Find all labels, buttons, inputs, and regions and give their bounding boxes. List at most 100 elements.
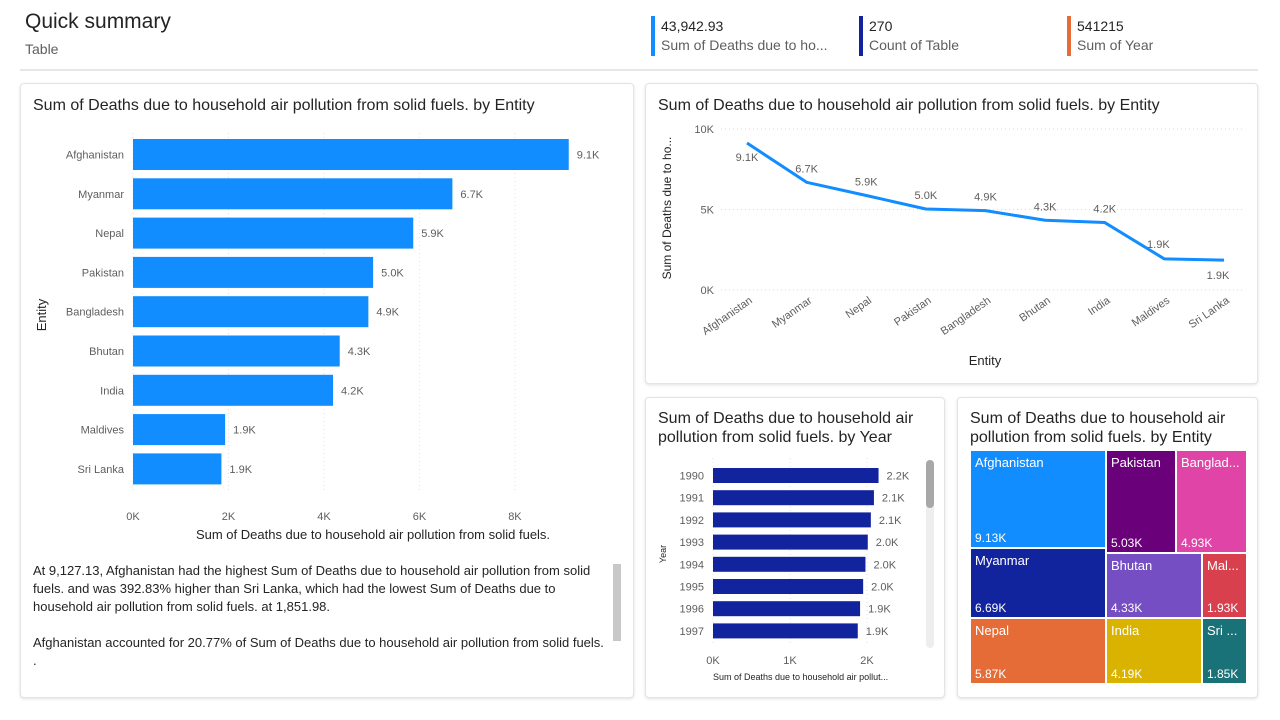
chart-title: Sum of Deaths due to household air pollu… bbox=[658, 97, 1160, 114]
bar[interactable] bbox=[133, 374, 334, 406]
data-label: 4.3K bbox=[348, 346, 371, 358]
data-label: 2.0K bbox=[871, 582, 894, 594]
narrative-paragraph: Afghanistan accounted for 20.77% of Sum … bbox=[33, 635, 604, 650]
treemap-cell-value: 4.19K bbox=[1111, 667, 1143, 681]
y-tick-label: India bbox=[100, 385, 125, 397]
treemap-cell-label: Pakistan bbox=[1111, 455, 1161, 470]
card-bar-by-year[interactable]: Sum of Deaths due to household air pollu… bbox=[645, 397, 945, 698]
treemap-cell[interactable]: Nepal 5.87K bbox=[970, 618, 1106, 684]
data-label: 2.1K bbox=[879, 515, 902, 527]
card-bar-by-entity[interactable]: Sum of Deaths due to household air pollu… bbox=[20, 83, 634, 698]
kpi-value: 270 bbox=[869, 18, 893, 34]
treemap-cell-label: Mal... bbox=[1207, 558, 1239, 573]
x-axis-title: Sum of Deaths due to household air pollu… bbox=[196, 527, 550, 542]
bar[interactable] bbox=[713, 512, 871, 528]
treemap-cell[interactable]: Afghanistan 9.13K bbox=[970, 450, 1106, 548]
chart-title: Sum of Deaths due to household air pollu… bbox=[970, 410, 1226, 446]
bar[interactable] bbox=[133, 178, 453, 210]
card-treemap-by-entity[interactable]: Sum of Deaths due to household air pollu… bbox=[957, 397, 1258, 698]
y-tick-label: 1991 bbox=[680, 493, 704, 505]
y-tick-label: Bhutan bbox=[89, 346, 124, 358]
x-tick-label: 2K bbox=[222, 511, 236, 523]
report-header: Quick summary Table 43,942.93 Sum of Dea… bbox=[0, 0, 1280, 71]
bar[interactable] bbox=[713, 623, 858, 639]
kpi-count-table[interactable]: 270 Count of Table bbox=[859, 16, 959, 56]
treemap-cell-label: Banglad... bbox=[1181, 455, 1240, 470]
treemap[interactable]: Afghanistan 9.13K Myanmar 6.69K Nepal 5.87K Pa… bbox=[970, 450, 1247, 684]
y-tick-label: 1992 bbox=[680, 515, 704, 527]
bar[interactable] bbox=[133, 296, 369, 328]
treemap-cell[interactable]: Banglad... 4.93K bbox=[1176, 450, 1247, 553]
treemap-cell[interactable]: India 4.19K bbox=[1106, 618, 1202, 684]
card-line-by-entity[interactable]: Sum of Deaths due to household air pollu… bbox=[645, 83, 1258, 384]
page-subtitle: Table bbox=[25, 41, 59, 57]
y-tick-label: Myanmar bbox=[78, 189, 124, 201]
treemap-cell-value: 5.03K bbox=[1111, 536, 1143, 550]
bar[interactable] bbox=[133, 335, 340, 367]
kpi-value: 43,942.93 bbox=[661, 18, 724, 34]
chart-scrollbar-thumb[interactable] bbox=[926, 460, 934, 508]
kpi-sum-year[interactable]: 541215 Sum of Year bbox=[1067, 16, 1153, 56]
bar[interactable] bbox=[713, 534, 868, 550]
bar[interactable] bbox=[713, 579, 864, 594]
bar[interactable] bbox=[133, 217, 414, 249]
treemap-cell-value: 5.87K bbox=[975, 667, 1007, 681]
line-chart-entity[interactable]: 0K 5K 10K 9.1K Afghanistan 6.7K Myanmar 5.9K Nep… bbox=[646, 84, 1257, 383]
data-label: 6.7K bbox=[460, 189, 483, 201]
data-label: 5.9K bbox=[421, 228, 444, 240]
bar[interactable] bbox=[713, 468, 879, 483]
data-label: 4.2K bbox=[1093, 204, 1116, 216]
data-label: 5.0K bbox=[381, 267, 404, 279]
treemap-cell[interactable]: Bhutan 4.33K bbox=[1106, 553, 1202, 618]
x-tick-label: 8K bbox=[508, 511, 522, 523]
y-tick-label: 1997 bbox=[680, 626, 704, 638]
treemap-cell[interactable]: Myanmar 6.69K bbox=[970, 548, 1106, 618]
treemap-cell-label: Nepal bbox=[975, 623, 1009, 638]
x-tick-label: Maldives bbox=[1130, 294, 1173, 329]
treemap-cell[interactable]: Pakistan 5.03K bbox=[1106, 450, 1176, 553]
bar[interactable] bbox=[133, 139, 569, 170]
treemap-cell-label: Sri ... bbox=[1207, 623, 1238, 638]
y-tick-label: Pakistan bbox=[82, 267, 124, 279]
treemap-cell-label: Bhutan bbox=[1111, 558, 1153, 573]
x-axis-title: Sum of Deaths due to household air pollu… bbox=[713, 672, 888, 682]
bar[interactable] bbox=[713, 556, 866, 572]
y-tick-label: Bangladesh bbox=[66, 307, 124, 319]
x-tick-label: 4K bbox=[317, 511, 331, 523]
x-tick-label: Nepal bbox=[844, 295, 874, 321]
y-axis-title: Sum of Deaths due to ho... bbox=[660, 137, 674, 280]
x-tick-label: Afghanistan bbox=[700, 295, 754, 338]
y-tick-label: Sri Lanka bbox=[78, 464, 125, 476]
y-tick-label: 1994 bbox=[680, 559, 704, 571]
treemap-cell[interactable]: Mal... 1.93K bbox=[1202, 553, 1247, 618]
chart-scrollbar-track[interactable] bbox=[926, 460, 934, 648]
treemap-cell[interactable]: Sri ... 1.85K bbox=[1202, 618, 1247, 684]
data-label: 2.2K bbox=[887, 471, 910, 483]
bar[interactable] bbox=[133, 256, 374, 288]
kpi-label: Sum of Deaths due to ho... bbox=[661, 37, 828, 53]
narrative-paragraph: At 9,127.13, Afghanistan had the highest… bbox=[33, 563, 591, 614]
y-tick-label: 10K bbox=[694, 124, 714, 136]
treemap-cell-value: 6.69K bbox=[975, 601, 1007, 615]
y-tick-label: 0K bbox=[701, 285, 715, 297]
y-tick-label: Maldives bbox=[81, 425, 125, 437]
treemap-cell-value: 4.93K bbox=[1181, 536, 1213, 550]
chart-title: Sum of Deaths due to household air pollu… bbox=[33, 97, 535, 114]
bar[interactable] bbox=[133, 453, 222, 485]
x-axis-title: Entity bbox=[969, 353, 1002, 368]
line-series[interactable] bbox=[746, 141, 1225, 262]
kpi-sum-deaths[interactable]: 43,942.93 Sum of Deaths due to ho... bbox=[651, 16, 828, 56]
treemap-cell-value: 1.93K bbox=[1207, 601, 1239, 615]
bar[interactable] bbox=[133, 414, 226, 446]
bar[interactable] bbox=[713, 490, 874, 506]
narrative-scrollbar[interactable] bbox=[613, 564, 621, 641]
x-tick-label: Sri Lanka bbox=[1187, 294, 1233, 331]
bar-chart-entity[interactable]: 0K 2K 4K 6K 8K Afghanistan 9.1K Myanmar 6.7K Nepa… bbox=[21, 84, 633, 544]
kpi-label: Sum of Year bbox=[1077, 37, 1154, 53]
y-axis-title: Year bbox=[658, 545, 668, 563]
x-tick-label: 6K bbox=[413, 511, 427, 523]
smart-narrative: At 9,127.13, Afghanistan had the highest… bbox=[33, 562, 615, 688]
y-tick-label: 5K bbox=[701, 205, 715, 217]
bar[interactable] bbox=[713, 601, 861, 617]
bar-chart-year[interactable]: 0K 1K 2K 1990 2.2K 1991 2.1K 1992 2.1K 1993 2.0K 19… bbox=[646, 398, 944, 697]
